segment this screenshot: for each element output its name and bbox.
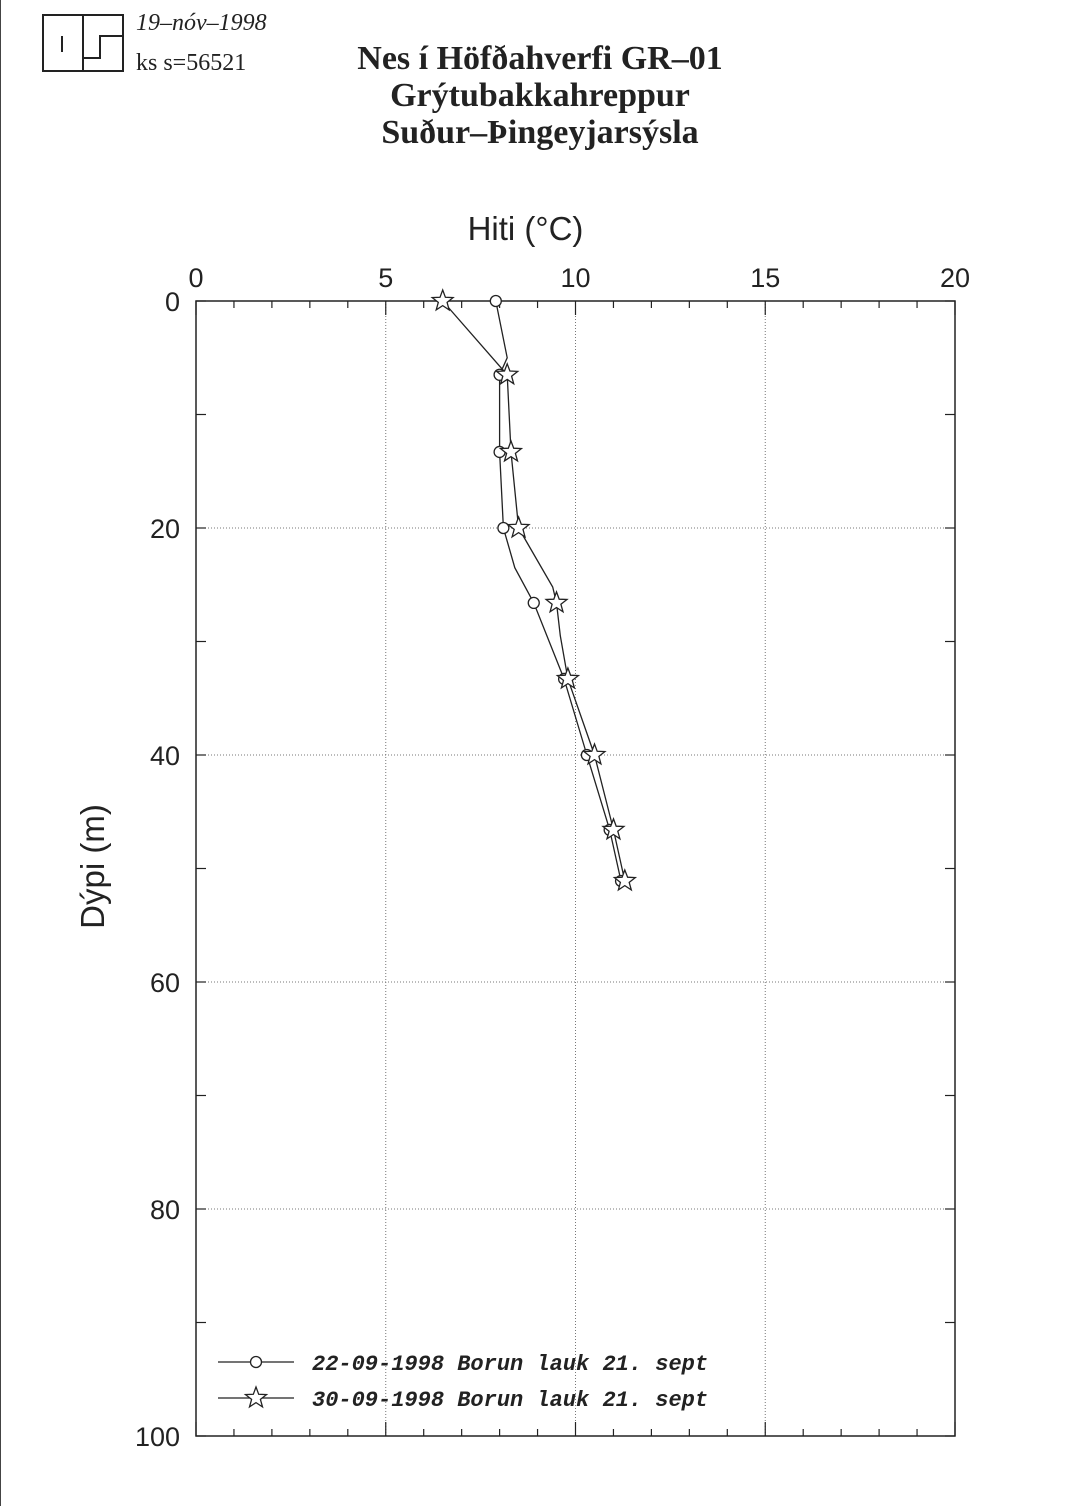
chart-subtitle-district: Grýtubakkahreppur [390,77,690,114]
series-1-point [527,596,540,610]
series-2-point [498,439,524,463]
series-layer [430,288,638,892]
grid-layer [196,301,955,1436]
series-line-1 [495,300,622,882]
series-2-point [555,666,581,690]
series-2-point [494,361,520,386]
series-2-point [506,515,531,539]
series-1-point [497,521,510,535]
ks-number: ks s=56521 [136,50,247,76]
series-1-point [489,294,502,308]
legend-marker [249,1355,263,1369]
y-tick-label: 80 [150,1195,180,1225]
y-axis-title: Dýpi (m) [74,804,111,929]
chart-title: Nes í Höfðahverfi GR–01 [357,40,723,77]
legend-label: 30-09-1998 Borun lauk 21. sept [312,1388,708,1413]
y-tick-label: 20 [150,514,180,544]
series-2-point [582,742,607,766]
series-2-point [601,817,626,841]
legend-marker [243,1385,269,1409]
labels-layer: 0 5 10 15 20 0 20 40 60 80 100 Hiti (°C) Dýpi (m) [74,210,970,1452]
x-tick-label: 15 [750,263,780,293]
x-tick-label: 0 [188,263,203,293]
y-tick-label: 100 [135,1422,180,1452]
page-border-line [0,0,1,1506]
chart-title-block: Nes í Höfðahverfi GR–01 Grýtubakkahreppu… [300,40,780,151]
x-axis-title: Hiti (°C) [468,210,584,247]
y-tick-label: 0 [165,287,180,317]
x-tick-label: 10 [560,263,590,293]
y-tick-label: 60 [150,968,180,998]
institution-logo [42,14,124,72]
x-tick-label: 20 [940,263,970,293]
series-2-point [612,868,638,892]
plot-frame [195,300,956,1437]
legend-label: 22-09-1998 Borun lauk 21. sept [312,1352,708,1377]
y-tick-label: 40 [150,741,180,771]
series-2-point [544,590,569,614]
x-tick-label: 5 [378,263,393,293]
legend: 22-09-1998 Borun lauk 21. sept 30-09-1998… [218,1352,708,1413]
chart-subtitle-county: Suður–Þingeyjarsýsla [381,114,699,151]
series-2-point [430,288,455,312]
series-line-2 [442,300,626,882]
report-date: 19–nóv–1998 [136,10,267,36]
